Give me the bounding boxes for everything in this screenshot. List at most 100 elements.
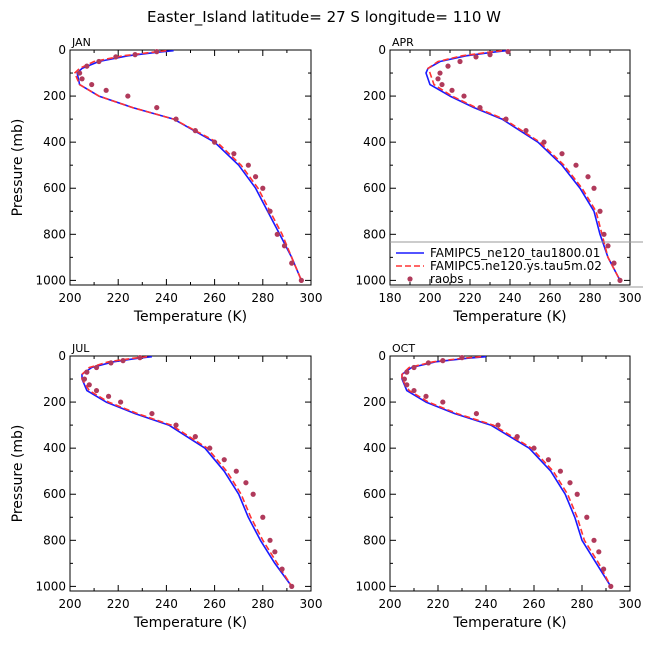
y-tick-label: 0 <box>378 43 386 57</box>
raobs-point <box>289 583 295 589</box>
y-tick-label: 1000 <box>355 579 386 593</box>
raobs-point <box>573 162 579 168</box>
raobs-point <box>445 63 451 69</box>
raobs-point <box>411 387 417 394</box>
x-tick-label: 220 <box>107 291 130 305</box>
raobs-point <box>84 369 90 375</box>
raobs-point <box>243 480 249 486</box>
raobs-point <box>495 422 501 428</box>
y-axis-label: Pressure (mb) <box>10 425 26 523</box>
raobs-point <box>404 382 410 388</box>
raobs-point <box>149 410 155 417</box>
y-tick-label: 0 <box>58 349 66 363</box>
x-tick-label: 300 <box>619 597 642 611</box>
raobs-point <box>425 360 431 366</box>
x-tick-label: 260 <box>539 291 562 305</box>
raobs-point <box>233 468 239 474</box>
x-tick-label: 300 <box>619 291 642 305</box>
raobs-point <box>86 382 92 388</box>
raobs-point <box>103 87 109 93</box>
raobs-point <box>289 260 295 266</box>
ys-tau5m-line <box>81 355 293 587</box>
raobs-point <box>298 277 304 283</box>
raobs-point <box>267 537 273 543</box>
x-tick-label: 300 <box>300 597 323 611</box>
raobs-point <box>154 104 160 111</box>
x-tick-label: 220 <box>107 597 130 611</box>
raobs-point <box>585 174 591 180</box>
panel-oct: OCT 200 220 240 260 280 300 0 200 400 600 800 1000 Te… <box>355 342 641 631</box>
raobs-point <box>541 139 547 145</box>
y-tick-label: 800 <box>43 533 66 547</box>
raobs-point <box>250 491 256 497</box>
raobs-point <box>584 514 590 520</box>
x-tick-label: 220 <box>427 597 450 611</box>
y-tick-label: 0 <box>58 43 66 57</box>
figure-title: Easter_Island latitude= 27 S longitude= … <box>147 8 501 27</box>
ys-tau5m-line <box>427 49 621 281</box>
y-tick-label: 600 <box>363 181 386 195</box>
y-tick-label: 800 <box>363 533 386 547</box>
panel-label: OCT <box>392 342 415 355</box>
x-tick-label: 280 <box>571 597 594 611</box>
y-tick-label: 600 <box>363 487 386 501</box>
raobs-point <box>557 468 564 474</box>
raobs-point <box>449 87 455 93</box>
x-tick-label: 260 <box>203 291 226 305</box>
panel-jul: JUL 200 220 240 260 280 300 0 200 400 600 800 1000 Te… <box>10 342 322 631</box>
raobs-point <box>473 410 479 417</box>
raobs-point <box>274 231 280 237</box>
raobs-point <box>487 52 493 58</box>
raobs-point <box>437 70 443 76</box>
y-tick-label: 600 <box>43 487 66 501</box>
y-tick-label: 200 <box>363 89 386 103</box>
x-tick-label: 240 <box>155 291 178 305</box>
raobs-point <box>231 151 237 157</box>
raobs-point <box>567 480 573 486</box>
panel-label: JAN <box>71 36 91 49</box>
raobs-point <box>591 185 597 191</box>
raobs-point <box>221 457 227 463</box>
raobs-point <box>132 52 138 58</box>
raobs-point <box>245 162 251 168</box>
raobs-point <box>605 243 611 249</box>
raobs-point <box>601 231 607 237</box>
x-tick-label: 220 <box>459 291 482 305</box>
raobs-point <box>279 566 285 572</box>
y-tick-label: 600 <box>43 181 66 195</box>
raobs-point <box>81 376 88 382</box>
y-tick-label: 400 <box>43 441 66 455</box>
raobs-point <box>457 58 463 65</box>
x-tick-label: 260 <box>523 597 546 611</box>
legend-label: FAMIPC5_ne120_tau1800.01 <box>430 246 600 260</box>
y-tick-label: 1000 <box>355 273 386 287</box>
x-tick-label: 240 <box>475 597 498 611</box>
y-tick-label: 400 <box>363 441 386 455</box>
raobs-point <box>523 128 529 134</box>
raobs-point <box>574 491 580 497</box>
y-tick-label: 200 <box>43 395 66 409</box>
x-tick-label: 280 <box>251 291 274 305</box>
raobs-point <box>411 364 417 371</box>
raobs-point <box>96 58 102 65</box>
y-tick-label: 800 <box>363 227 386 241</box>
raobs-point <box>404 369 410 375</box>
x-tick-label: 200 <box>379 597 402 611</box>
legend: FAMIPC5_ne120_tau1800.01FAMIPC5.ne120.ys… <box>390 241 643 288</box>
raobs-point <box>120 358 126 364</box>
raobs-point <box>440 358 446 364</box>
legend-label: FAMIPC5.ne120.ys.tau5m.02 <box>430 259 602 273</box>
y-tick-label: 400 <box>43 135 66 149</box>
raobs-point <box>505 49 511 55</box>
x-tick-label: 300 <box>300 291 323 305</box>
raobs-point <box>531 445 537 451</box>
panels: JAN 200 220 240 260 280 300 0 200 400 600 800 1000 Te… <box>10 36 643 631</box>
raobs-point <box>514 434 520 440</box>
y-tick-label: 200 <box>363 395 386 409</box>
panel-label: JUL <box>71 342 90 355</box>
raobs-point <box>77 70 83 76</box>
raobs-point <box>260 185 266 191</box>
raobs-point <box>108 360 114 366</box>
ys-tau5m-line <box>401 355 612 587</box>
